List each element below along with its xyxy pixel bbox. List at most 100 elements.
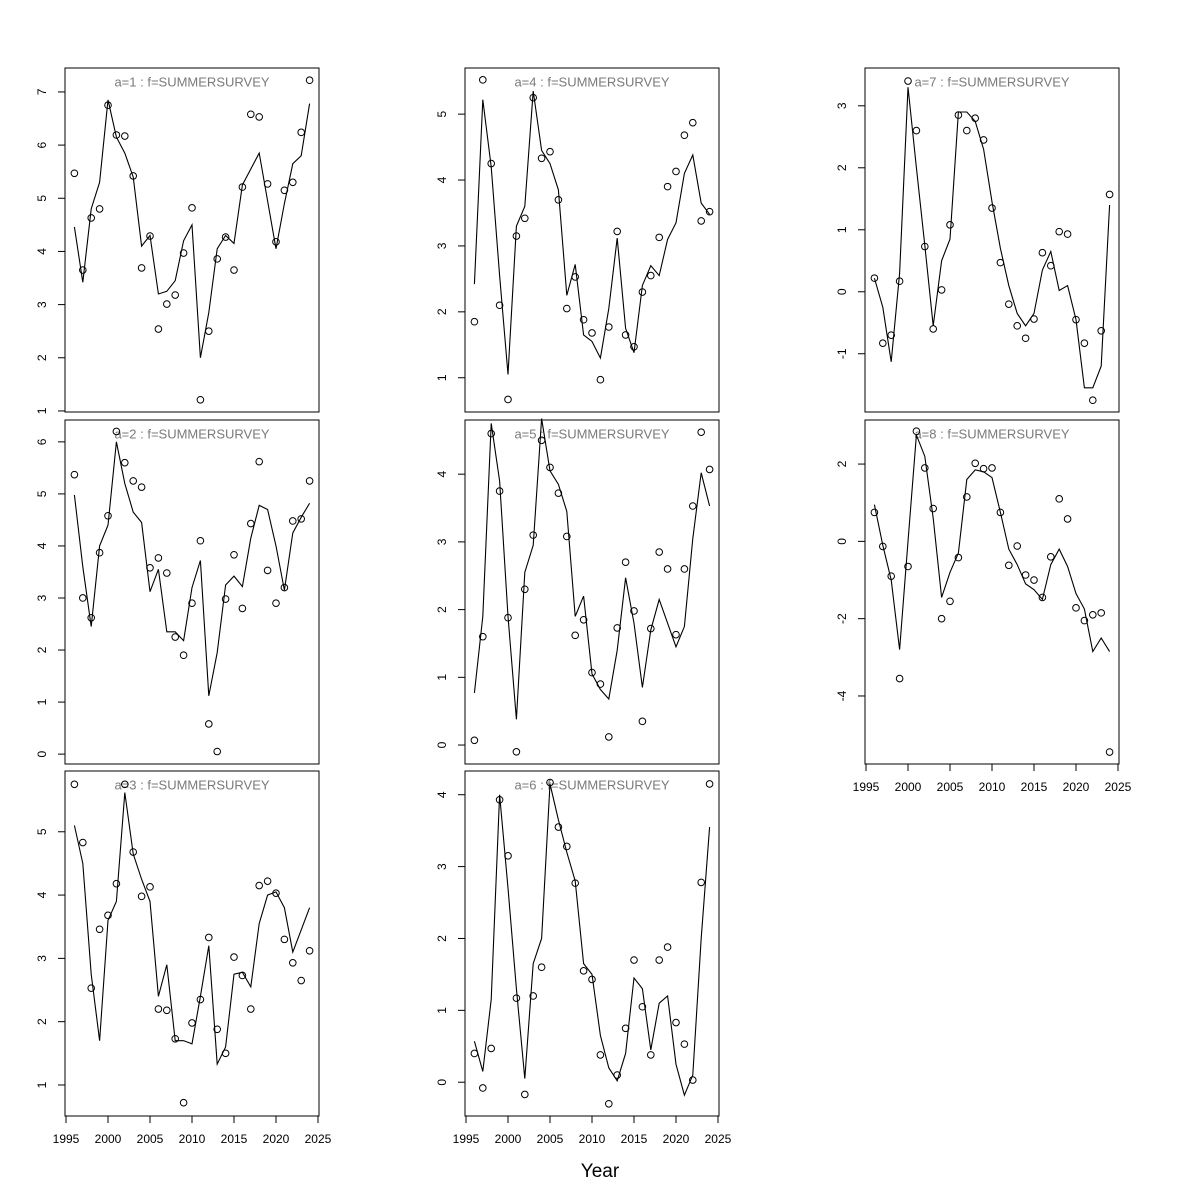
- x-tick-label: 2010: [179, 1132, 206, 1146]
- data-point: [163, 1006, 171, 1015]
- data-point: [1105, 190, 1114, 199]
- fit-line: [73, 441, 311, 696]
- data-point: [179, 249, 188, 257]
- data-point: [154, 554, 163, 562]
- x-tick-label: 2025: [1105, 780, 1132, 794]
- data-point: [255, 457, 263, 466]
- x-tick-label: 2005: [937, 780, 964, 794]
- y-tick-label: 1: [435, 374, 449, 381]
- y-tick-label: 1: [435, 1007, 449, 1014]
- data-point: [288, 959, 297, 967]
- data-point: [163, 300, 171, 308]
- y-tick-label: 4: [35, 248, 49, 255]
- data-point: [1055, 227, 1063, 236]
- data-point: [688, 1076, 697, 1084]
- data-point: [596, 1051, 605, 1059]
- y-tick-label: 2: [35, 1018, 49, 1025]
- data-point: [204, 933, 213, 942]
- data-point: [929, 325, 938, 333]
- x-tick-label: 2015: [1021, 780, 1048, 794]
- data-point: [163, 569, 171, 577]
- data-point: [137, 892, 146, 901]
- y-tick-label: -1: [835, 348, 849, 359]
- data-point: [680, 131, 689, 140]
- data-point: [70, 470, 79, 479]
- data-point: [213, 1025, 221, 1034]
- y-tick-label: 1: [435, 674, 449, 681]
- y-tick-label: 3: [435, 538, 449, 545]
- data-point: [663, 565, 672, 573]
- data-point: [487, 1044, 496, 1053]
- plot-box: [464, 770, 720, 1117]
- data-point: [95, 925, 104, 934]
- data-point: [554, 823, 563, 831]
- data-point: [697, 878, 705, 887]
- data-point: [121, 780, 129, 789]
- data-point: [137, 483, 146, 491]
- data-point: [188, 1019, 196, 1027]
- data-point: [1038, 248, 1047, 257]
- data-point: [154, 1005, 163, 1013]
- y-tick-label: 2: [835, 460, 849, 467]
- fit-line: [473, 90, 711, 375]
- plot-box: [464, 419, 720, 765]
- fit-line: [873, 87, 1111, 389]
- data-point: [521, 585, 529, 594]
- data-point: [571, 631, 580, 640]
- y-tick-label: 2: [35, 646, 49, 653]
- y-tick-label: 0: [435, 741, 449, 748]
- data-point: [1013, 322, 1021, 330]
- y-tick-label: -4: [835, 690, 849, 701]
- plot-box: [64, 770, 320, 1117]
- data-point: [104, 911, 112, 920]
- data-point: [1080, 339, 1089, 348]
- data-point: [688, 502, 697, 510]
- plot-box: [64, 67, 320, 413]
- data-point: [188, 599, 196, 607]
- panel-title: a=4 : f=SUMMERSURVEY: [514, 74, 669, 89]
- data-point: [70, 780, 79, 789]
- data-point: [912, 427, 921, 436]
- fit-line: [73, 792, 311, 1067]
- data-point: [79, 594, 87, 602]
- y-tick-label: 2: [435, 935, 449, 942]
- data-point: [70, 169, 79, 178]
- y-tick-label: 1: [35, 407, 49, 414]
- panel-title: a=2 : f=SUMMERSURVEY: [114, 426, 269, 441]
- y-tick-label: 0: [35, 750, 49, 757]
- data-point: [638, 1002, 647, 1011]
- data-point: [663, 182, 672, 191]
- data-point: [1038, 593, 1047, 602]
- data-point: [221, 595, 230, 603]
- data-point: [688, 118, 697, 127]
- y-tick-label: 3: [35, 594, 49, 601]
- data-point: [280, 583, 289, 592]
- y-tick-label: 1: [35, 1081, 49, 1088]
- data-point: [297, 128, 305, 137]
- data-point: [305, 76, 314, 85]
- y-tick-label: 1: [835, 226, 849, 233]
- data-point: [604, 1099, 613, 1108]
- x-tick-label: 2015: [221, 1132, 248, 1146]
- data-point: [305, 477, 314, 485]
- fit-line: [873, 434, 1111, 653]
- y-tick-label: 5: [435, 110, 449, 117]
- data-point: [988, 464, 996, 472]
- data-point: [188, 204, 196, 212]
- data-point: [1097, 609, 1105, 617]
- data-point: [579, 615, 588, 624]
- data-point: [646, 271, 655, 280]
- fit-line: [473, 418, 711, 720]
- data-point: [613, 227, 621, 236]
- y-tick-label: 4: [435, 471, 449, 478]
- data-point: [87, 984, 96, 992]
- data-point: [104, 511, 112, 520]
- x-tick-label: 2010: [579, 1132, 606, 1146]
- plot-box: [64, 419, 320, 765]
- x-tick-label: 2005: [537, 1132, 564, 1146]
- data-point: [263, 566, 272, 575]
- data-point: [305, 946, 314, 955]
- data-point: [613, 624, 621, 632]
- data-point: [630, 607, 638, 615]
- data-point: [946, 221, 954, 229]
